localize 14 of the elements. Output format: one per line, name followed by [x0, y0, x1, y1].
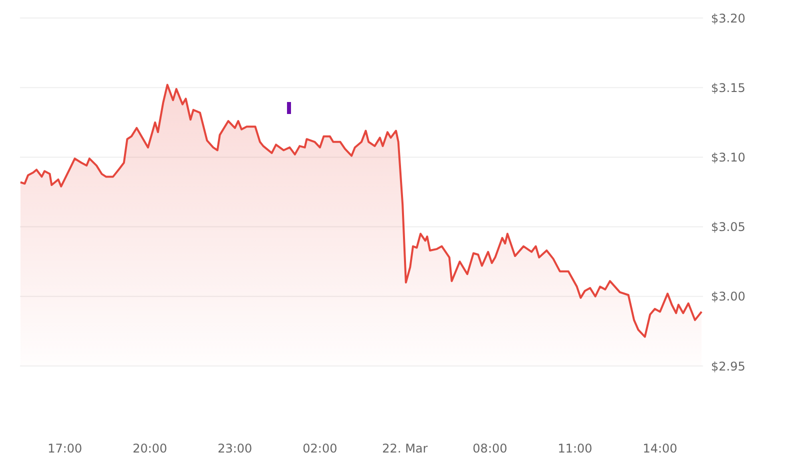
x-tick-label: 17:00: [48, 442, 82, 456]
y-tick-label: $3.05: [711, 220, 746, 234]
x-tick-label: 08:00: [472, 442, 508, 456]
y-tick-label: $3.15: [711, 80, 746, 95]
x-tick-label: 22. Mar: [382, 442, 428, 456]
x-tick-label: 23:00: [218, 442, 252, 456]
x-tick-label: 11:00: [558, 442, 592, 456]
x-tick-label: 20:00: [132, 442, 168, 456]
y-tick-label: $3.20: [711, 11, 746, 26]
y-tick-label: $3.00: [711, 290, 746, 304]
x-tick-label: 14:00: [642, 442, 678, 456]
y-tick-label: $2.95: [711, 359, 746, 374]
y-tick-label: $3.10: [711, 150, 746, 164]
x-tick-label: 02:00: [302, 442, 338, 456]
